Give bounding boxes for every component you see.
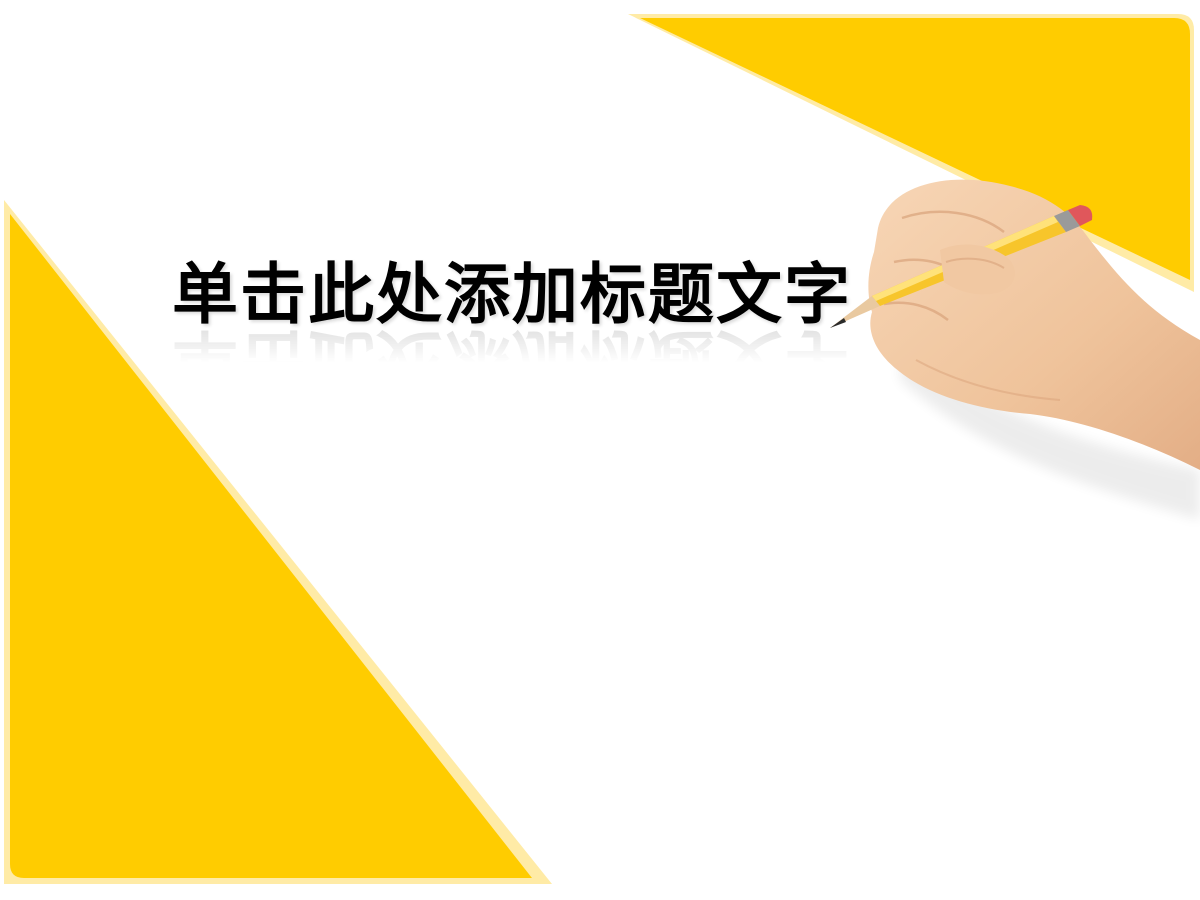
thumb — [940, 244, 1015, 295]
slide-title[interactable]: 单击此处添加标题文字 — [172, 256, 852, 333]
bottom-left-yellow-triangle — [10, 214, 532, 878]
hand-with-pencil-icon — [830, 179, 1200, 520]
